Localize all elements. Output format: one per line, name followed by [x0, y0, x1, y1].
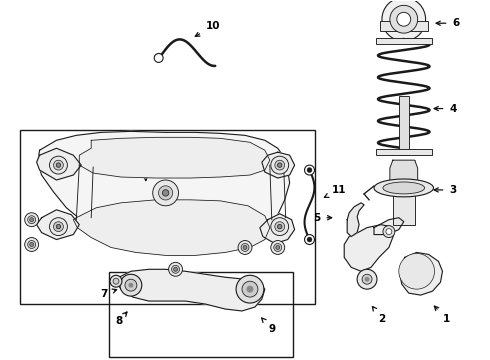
Text: 5: 5 [313, 213, 332, 223]
Circle shape [271, 156, 289, 174]
Circle shape [28, 240, 36, 248]
Text: 1: 1 [434, 306, 450, 324]
Circle shape [153, 180, 178, 206]
Circle shape [423, 278, 428, 283]
Polygon shape [38, 131, 290, 253]
Circle shape [276, 246, 280, 249]
Text: 3: 3 [434, 185, 457, 195]
Bar [20, 130, 316, 304]
Ellipse shape [383, 182, 425, 194]
Circle shape [173, 267, 177, 271]
Circle shape [357, 269, 377, 289]
Circle shape [49, 218, 68, 235]
Circle shape [362, 274, 372, 284]
Bar [109, 272, 293, 357]
Ellipse shape [374, 179, 434, 197]
Circle shape [159, 186, 172, 200]
Circle shape [414, 268, 419, 274]
Polygon shape [400, 252, 442, 295]
Circle shape [277, 163, 282, 167]
Circle shape [410, 264, 424, 278]
Circle shape [172, 265, 179, 273]
Circle shape [162, 190, 169, 196]
Circle shape [307, 168, 312, 172]
Circle shape [242, 281, 258, 297]
Text: 8: 8 [115, 312, 127, 326]
Circle shape [113, 278, 119, 284]
Circle shape [397, 12, 411, 26]
Circle shape [56, 224, 61, 229]
Text: 10: 10 [196, 21, 220, 36]
Polygon shape [344, 225, 394, 271]
Circle shape [24, 238, 39, 251]
Circle shape [383, 226, 395, 238]
Circle shape [154, 54, 163, 62]
Circle shape [386, 229, 392, 235]
Polygon shape [79, 137, 270, 178]
Circle shape [246, 286, 253, 293]
Bar [393, 160, 415, 225]
Circle shape [275, 160, 285, 170]
Text: 7: 7 [100, 289, 117, 299]
Circle shape [271, 240, 285, 255]
Bar [376, 149, 432, 155]
Text: 12: 12 [139, 165, 153, 181]
Bar [380, 21, 428, 31]
Circle shape [390, 5, 417, 33]
Text: 6: 6 [436, 18, 460, 28]
Polygon shape [347, 203, 364, 237]
Text: 9: 9 [262, 318, 275, 334]
Text: 2: 2 [372, 306, 386, 324]
Text: 11: 11 [324, 185, 346, 197]
Circle shape [128, 283, 133, 288]
Polygon shape [37, 210, 79, 239]
Circle shape [423, 260, 428, 265]
Circle shape [53, 222, 63, 231]
Circle shape [365, 277, 369, 282]
Circle shape [243, 246, 247, 249]
Circle shape [238, 240, 252, 255]
Circle shape [405, 278, 410, 283]
Circle shape [382, 0, 426, 41]
Circle shape [271, 218, 289, 235]
Circle shape [28, 216, 36, 224]
Polygon shape [74, 200, 270, 255]
Circle shape [120, 274, 142, 296]
Polygon shape [260, 214, 294, 243]
Circle shape [53, 160, 63, 170]
Polygon shape [390, 160, 417, 185]
Polygon shape [116, 269, 265, 311]
Circle shape [275, 222, 285, 231]
Circle shape [30, 243, 34, 247]
Circle shape [49, 156, 68, 174]
Circle shape [399, 253, 435, 289]
Circle shape [307, 237, 312, 242]
Polygon shape [262, 152, 294, 178]
Bar [399, 96, 409, 155]
Circle shape [30, 218, 34, 222]
Circle shape [169, 262, 182, 276]
Circle shape [241, 243, 249, 251]
Circle shape [277, 224, 282, 229]
Polygon shape [374, 218, 404, 235]
Circle shape [405, 260, 429, 283]
Circle shape [24, 213, 39, 227]
Circle shape [56, 163, 61, 167]
Circle shape [274, 243, 282, 251]
Circle shape [236, 275, 264, 303]
Bar [376, 38, 432, 44]
Circle shape [110, 275, 122, 287]
Circle shape [125, 279, 137, 291]
Text: 4: 4 [434, 104, 457, 113]
Polygon shape [37, 148, 81, 180]
Circle shape [305, 235, 315, 244]
Circle shape [305, 165, 315, 175]
Circle shape [405, 260, 410, 265]
